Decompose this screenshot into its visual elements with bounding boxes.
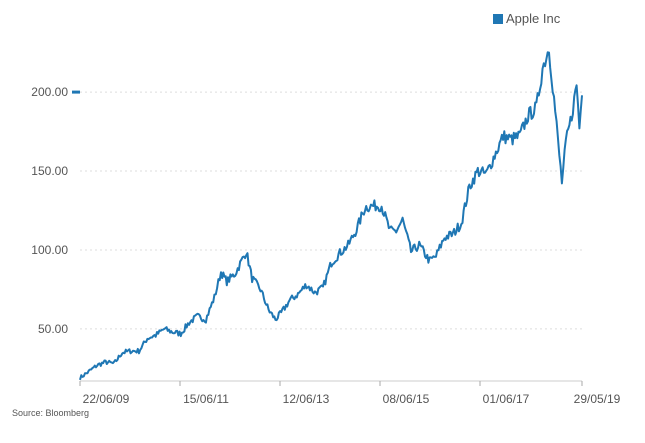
gridlines	[80, 91, 582, 330]
y-axis-ticks: 50.00 100.00 150.00 200.00	[31, 85, 68, 336]
legend: Apple Inc	[493, 11, 561, 26]
x-tick-label: 12/06/13	[283, 392, 330, 406]
x-tick-label: 08/06/15	[383, 392, 430, 406]
x-axis-ticks: 22/06/09 15/06/11 12/06/13 08/06/15 01/06/17…	[79, 381, 621, 406]
legend-label-apple-inc: Apple Inc	[506, 11, 561, 26]
x-tick-label: 15/06/11	[183, 392, 229, 406]
x-tick-label: 29/05/19	[574, 392, 621, 406]
legend-swatch-apple-inc	[493, 14, 503, 24]
last-value-marker	[72, 90, 80, 94]
series-line-apple-inc	[79, 51, 583, 381]
x-tick-label: 22/06/09	[83, 392, 130, 406]
source-note: Source: Bloomberg	[12, 408, 90, 418]
y-tick-label: 100.00	[31, 243, 68, 257]
y-tick-label: 200.00	[31, 85, 68, 99]
y-tick-label: 150.00	[31, 164, 68, 178]
x-tick-label: 01/06/17	[483, 392, 530, 406]
y-tick-label: 50.00	[38, 322, 68, 336]
